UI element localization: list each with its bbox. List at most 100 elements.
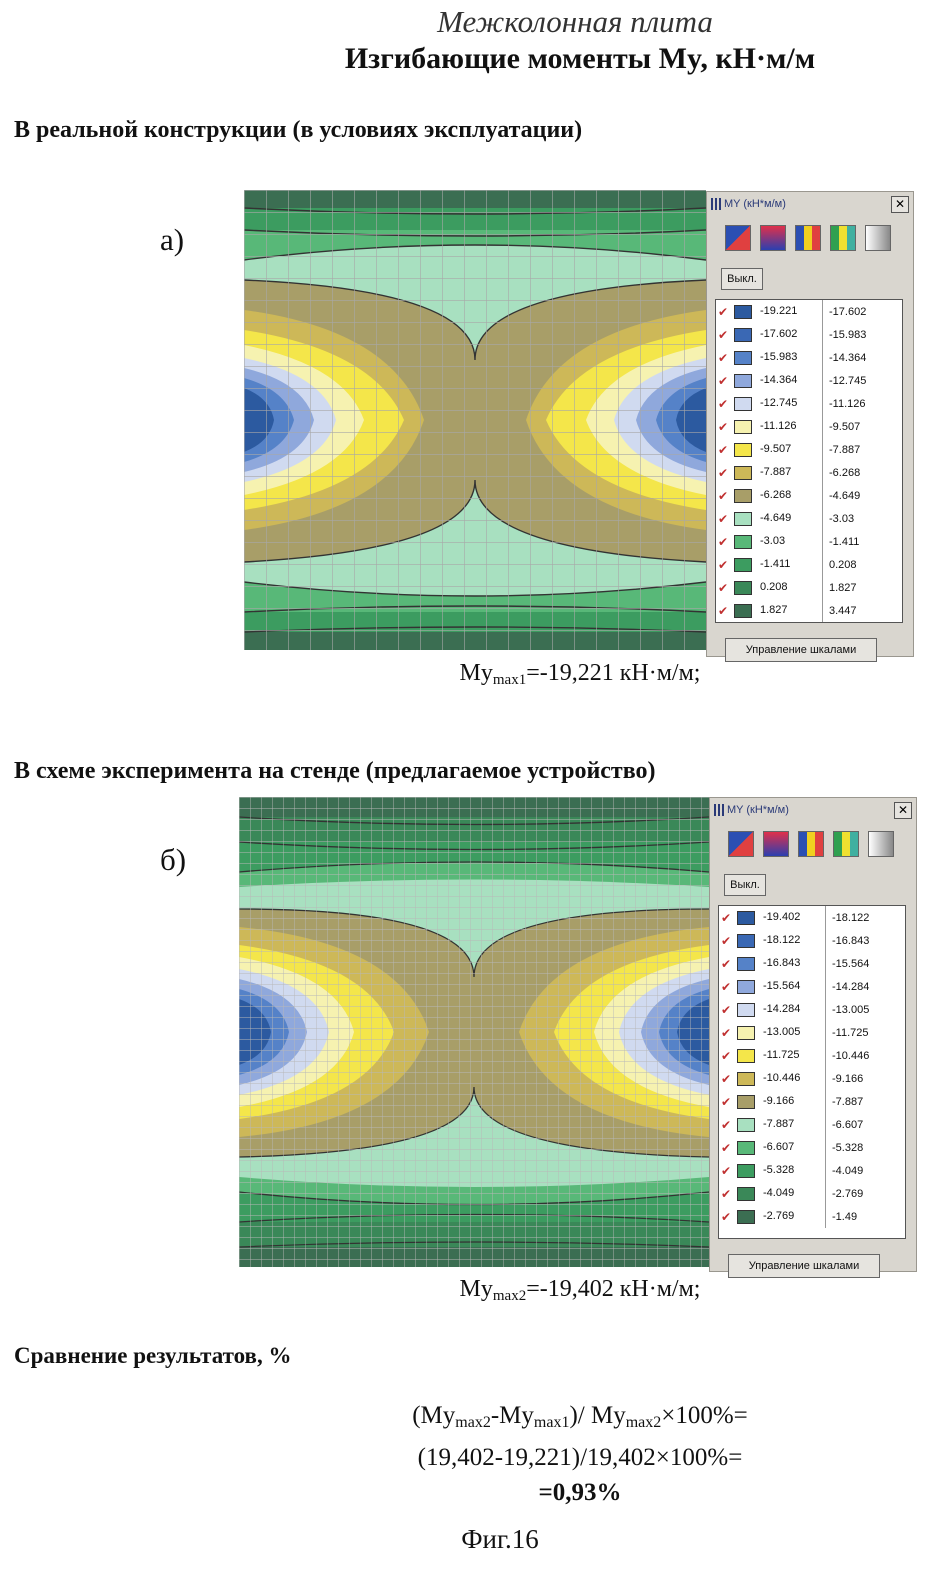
- legend-row[interactable]: ✔-13.005-11.725: [719, 1021, 905, 1044]
- comparison-formula: (Mymax2-Mymax1)/ Mymax2×100%= (19,402-19…: [300, 1398, 860, 1510]
- legend-row[interactable]: ✔-7.887-6.607: [719, 1113, 905, 1136]
- legend-row[interactable]: ✔-15.983-14.364: [716, 346, 902, 369]
- legend-row[interactable]: ✔-10.446-9.166: [719, 1067, 905, 1090]
- color-swatch: [734, 535, 752, 549]
- manage-scales-button-b[interactable]: Управление шкалами: [728, 1254, 880, 1278]
- formula-line-1: (Mymax2-Mymax1)/ Mymax2×100%=: [300, 1398, 860, 1440]
- legend-row[interactable]: ✔-12.745-11.126: [716, 392, 902, 415]
- legend-row[interactable]: ✔-6.607-5.328: [719, 1136, 905, 1159]
- legend-row[interactable]: ✔-18.122-16.843: [719, 929, 905, 952]
- legend-row[interactable]: ✔1.8273.447: [716, 599, 902, 622]
- manage-scales-button-a[interactable]: Управление шкалами: [725, 638, 877, 662]
- palette-green-icon[interactable]: [833, 831, 859, 857]
- range-to: -13.005: [826, 1004, 869, 1016]
- gradient-vertical-icon[interactable]: [760, 225, 786, 251]
- check-icon[interactable]: ✔: [721, 1003, 733, 1017]
- legend-header-a[interactable]: MY (кН*м/м) ✕: [711, 195, 909, 213]
- legend-row[interactable]: ✔-19.402-18.122: [719, 906, 905, 929]
- check-icon[interactable]: ✔: [721, 934, 733, 948]
- check-icon[interactable]: ✔: [718, 604, 730, 618]
- range-from: -18.122: [763, 929, 826, 952]
- check-icon[interactable]: ✔: [721, 1026, 733, 1040]
- check-icon[interactable]: ✔: [721, 980, 733, 994]
- range-to: -3.03: [823, 513, 854, 525]
- range-from: 0.208: [760, 576, 823, 599]
- check-icon[interactable]: ✔: [721, 1072, 733, 1086]
- check-icon[interactable]: ✔: [718, 397, 730, 411]
- grip-icon[interactable]: [714, 804, 724, 816]
- palette-green-icon[interactable]: [830, 225, 856, 251]
- range-from: -19.221: [760, 300, 823, 323]
- check-icon[interactable]: ✔: [721, 1187, 733, 1201]
- legend-row[interactable]: ✔-15.564-14.284: [719, 975, 905, 998]
- legend-row[interactable]: ✔ -19.221-17.602: [716, 300, 902, 323]
- check-icon[interactable]: ✔: [718, 558, 730, 572]
- legend-row[interactable]: ✔ -11.725-10.446: [719, 1044, 905, 1067]
- color-swatch: [737, 1049, 755, 1063]
- section-b-heading: В схеме эксперимента на стенде (предлага…: [14, 758, 656, 785]
- legend-row[interactable]: ✔-11.126-9.507: [716, 415, 902, 438]
- legend-row[interactable]: ✔-7.887-6.268: [716, 461, 902, 484]
- check-icon[interactable]: ✔: [721, 1141, 733, 1155]
- legend-row[interactable]: ✔-17.602-15.983: [716, 323, 902, 346]
- check-icon[interactable]: ✔: [718, 420, 730, 434]
- color-swatch: [734, 328, 752, 342]
- legend-header-b[interactable]: MY (кН*м/м) ✕: [714, 801, 912, 819]
- legend-row[interactable]: ✔0.2081.827: [716, 576, 902, 599]
- legend-row[interactable]: ✔-16.843-15.564: [719, 952, 905, 975]
- gradient-vertical-icon[interactable]: [763, 831, 789, 857]
- color-swatch: [737, 980, 755, 994]
- legend-row[interactable]: ✔-9.507-7.887: [716, 438, 902, 461]
- color-swatch: [734, 443, 752, 457]
- grip-icon[interactable]: [711, 198, 721, 210]
- gradient-diagonal-icon[interactable]: [728, 831, 754, 857]
- off-button-b[interactable]: Выкл.: [724, 874, 766, 896]
- legend-title-b: MY (кН*м/м): [727, 804, 894, 816]
- range-from: -14.364: [760, 369, 823, 392]
- check-icon[interactable]: ✔: [718, 305, 730, 319]
- check-icon[interactable]: ✔: [721, 1164, 733, 1178]
- range-to: -10.446: [826, 1050, 869, 1062]
- check-icon[interactable]: ✔: [721, 957, 733, 971]
- legend-row[interactable]: ✔-6.268-4.649: [716, 484, 902, 507]
- color-swatch: [734, 604, 752, 618]
- palette-gray-icon[interactable]: [865, 225, 891, 251]
- check-icon[interactable]: ✔: [718, 489, 730, 503]
- check-icon[interactable]: ✔: [718, 581, 730, 595]
- legend-row[interactable]: ✔-2.769-1.49: [719, 1205, 905, 1228]
- color-swatch: [734, 466, 752, 480]
- check-icon[interactable]: ✔: [718, 374, 730, 388]
- check-icon[interactable]: ✔: [718, 512, 730, 526]
- legend-row[interactable]: ✔-14.364-12.745: [716, 369, 902, 392]
- range-to: -17.602: [823, 306, 866, 318]
- check-icon[interactable]: ✔: [718, 443, 730, 457]
- range-to: -9.166: [826, 1073, 863, 1085]
- check-icon[interactable]: ✔: [718, 328, 730, 342]
- check-icon[interactable]: ✔: [721, 911, 733, 925]
- check-icon[interactable]: ✔: [718, 351, 730, 365]
- palette-gray-icon[interactable]: [868, 831, 894, 857]
- palette-rgb-icon[interactable]: [795, 225, 821, 251]
- range-from: -11.725: [763, 1044, 826, 1067]
- check-icon[interactable]: ✔: [721, 1118, 733, 1132]
- legend-row[interactable]: ✔-3.03-1.411: [716, 530, 902, 553]
- legend-row[interactable]: ✔-4.649-3.03: [716, 507, 902, 530]
- off-button-a[interactable]: Выкл.: [721, 268, 763, 290]
- range-from: -12.745: [760, 392, 823, 415]
- check-icon[interactable]: ✔: [718, 466, 730, 480]
- check-icon[interactable]: ✔: [721, 1049, 733, 1063]
- check-icon[interactable]: ✔: [718, 535, 730, 549]
- legend-row[interactable]: ✔-4.049-2.769: [719, 1182, 905, 1205]
- legend-row[interactable]: ✔-9.166-7.887: [719, 1090, 905, 1113]
- legend-row[interactable]: ✔-5.328-4.049: [719, 1159, 905, 1182]
- legend-row[interactable]: ✔-14.284-13.005: [719, 998, 905, 1021]
- range-to: -18.122: [826, 912, 869, 924]
- check-icon[interactable]: ✔: [721, 1095, 733, 1109]
- close-icon[interactable]: ✕: [891, 196, 909, 213]
- gradient-diagonal-icon[interactable]: [725, 225, 751, 251]
- close-icon[interactable]: ✕: [894, 802, 912, 819]
- color-swatch: [737, 1141, 755, 1155]
- legend-row[interactable]: ✔-1.4110.208: [716, 553, 902, 576]
- palette-rgb-icon[interactable]: [798, 831, 824, 857]
- check-icon[interactable]: ✔: [721, 1210, 733, 1224]
